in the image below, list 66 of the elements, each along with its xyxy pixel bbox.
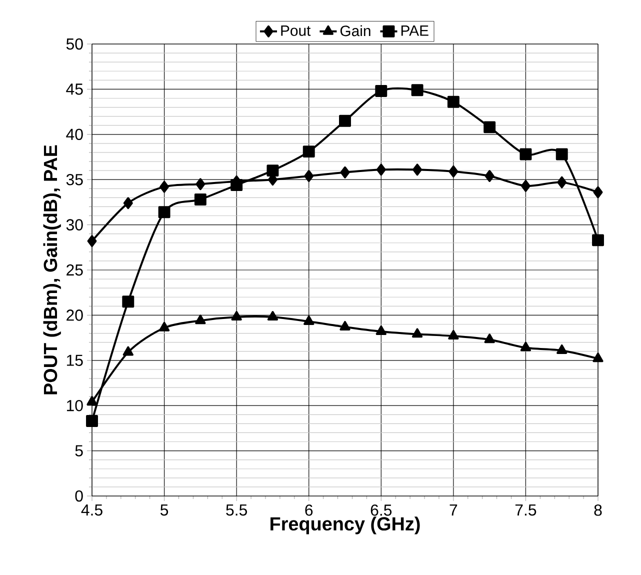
y-tick-label: 25 <box>66 264 83 276</box>
point <box>593 186 603 198</box>
point <box>196 178 206 190</box>
point <box>122 346 134 356</box>
point <box>194 194 206 206</box>
point <box>447 96 460 108</box>
y-tick-label: 15 <box>66 354 83 366</box>
legend-label: Pout <box>281 26 311 36</box>
point <box>520 342 532 352</box>
point <box>556 344 568 354</box>
point <box>340 166 350 178</box>
point <box>484 170 494 182</box>
x-tick-label: 8 <box>594 504 602 516</box>
point <box>484 334 495 344</box>
y-tick-label: 35 <box>66 174 83 186</box>
point <box>266 164 279 177</box>
x-tick-label: 6.5 <box>370 504 392 516</box>
point <box>557 176 567 188</box>
point <box>304 170 314 182</box>
x-tick-label: 5.5 <box>226 504 247 516</box>
point <box>376 164 386 176</box>
point <box>592 234 604 246</box>
y-tick-label: 30 <box>66 219 83 230</box>
point <box>412 328 423 338</box>
point <box>340 320 350 330</box>
point <box>195 314 206 324</box>
point <box>87 235 97 248</box>
legend-label: Gain <box>340 25 370 36</box>
x-tick-label: 4.5 <box>81 504 102 516</box>
point <box>86 396 98 406</box>
x-axis-title: Frequency (GHz) <box>270 516 420 534</box>
point <box>123 197 133 210</box>
y-tick-label: 45 <box>66 84 83 95</box>
x-tick-label: 7.5 <box>515 504 536 516</box>
y-tick-label: 50 <box>66 38 83 50</box>
point <box>448 165 458 178</box>
point <box>376 325 386 335</box>
point <box>339 114 351 127</box>
point <box>122 296 134 308</box>
point <box>231 311 242 320</box>
point <box>484 121 496 134</box>
point <box>158 322 170 332</box>
point <box>158 206 170 218</box>
point <box>520 148 532 160</box>
point <box>411 84 424 96</box>
x-tick-label: 6 <box>305 504 313 516</box>
y-tick-label: 20 <box>66 310 83 321</box>
legend-label: PAE <box>401 26 428 36</box>
point <box>302 146 315 158</box>
y-tick-label: 5 <box>75 445 83 456</box>
x-tick-label: 5 <box>160 504 168 516</box>
point <box>267 311 278 320</box>
point <box>304 316 314 326</box>
point <box>556 148 568 160</box>
y-tick-label: 0 <box>75 490 83 502</box>
y-axis-title: POUT (dBm), Gain(dB), PAE <box>43 145 61 394</box>
point <box>412 164 422 176</box>
x-tick-label: 7 <box>450 504 458 516</box>
point <box>375 85 388 97</box>
point <box>592 352 604 362</box>
y-tick-label: 10 <box>66 400 83 412</box>
point <box>448 330 459 340</box>
point <box>520 180 530 192</box>
y-tick-label: 40 <box>66 128 83 140</box>
point <box>86 414 98 427</box>
point <box>160 180 170 193</box>
